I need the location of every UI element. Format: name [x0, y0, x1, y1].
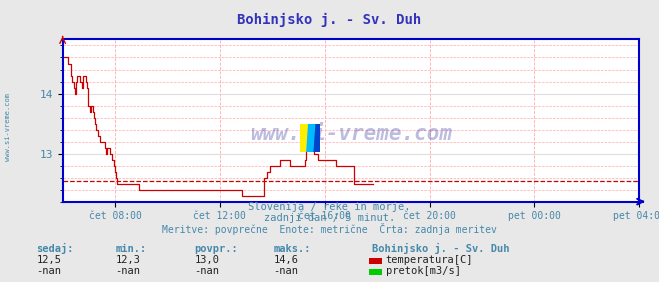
- Text: 13,0: 13,0: [194, 255, 219, 265]
- Text: zadnji dan / 5 minut.: zadnji dan / 5 minut.: [264, 213, 395, 223]
- Text: www.si-vreme.com: www.si-vreme.com: [250, 124, 452, 144]
- Text: -nan: -nan: [273, 266, 299, 276]
- Text: 12,5: 12,5: [36, 255, 61, 265]
- Text: Meritve: povprečne  Enote: metrične  Črta: zadnja meritev: Meritve: povprečne Enote: metrične Črta:…: [162, 223, 497, 235]
- Text: min.:: min.:: [115, 244, 146, 254]
- Text: povpr.:: povpr.:: [194, 244, 238, 254]
- Polygon shape: [307, 124, 315, 152]
- Text: -nan: -nan: [194, 266, 219, 276]
- Text: pretok[m3/s]: pretok[m3/s]: [386, 266, 461, 276]
- Text: Slovenija / reke in morje.: Slovenija / reke in morje.: [248, 202, 411, 212]
- Text: 14,6: 14,6: [273, 255, 299, 265]
- Text: sedaj:: sedaj:: [36, 243, 74, 254]
- Text: Bohinjsko j. - Sv. Duh: Bohinjsko j. - Sv. Duh: [237, 13, 422, 27]
- Polygon shape: [300, 124, 311, 152]
- Text: www.si-vreme.com: www.si-vreme.com: [5, 93, 11, 161]
- Text: Bohinjsko j. - Sv. Duh: Bohinjsko j. - Sv. Duh: [372, 243, 510, 254]
- Text: -nan: -nan: [115, 266, 140, 276]
- Text: 12,3: 12,3: [115, 255, 140, 265]
- Text: temperatura[C]: temperatura[C]: [386, 255, 473, 265]
- Text: -nan: -nan: [36, 266, 61, 276]
- Polygon shape: [311, 124, 320, 152]
- Text: maks.:: maks.:: [273, 244, 311, 254]
